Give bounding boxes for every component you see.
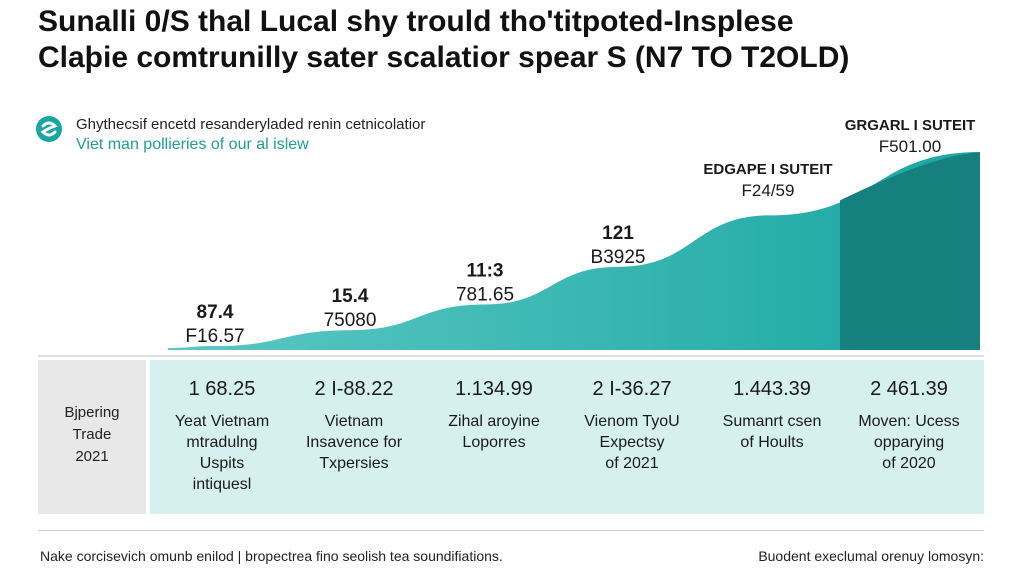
- table-column: 2 I-36.27 Vienom TyoU Expectsy of 2021: [563, 378, 701, 474]
- area-highlight-band: [840, 152, 980, 350]
- chart-title: Sunalli 0/S thal Lucal shy trould tho'ti…: [38, 4, 998, 76]
- point-label: GRGARL I SUTEIT: [845, 117, 976, 134]
- point-label: 87.4: [197, 302, 234, 323]
- area-chart: 87.4 F16.57 15.4 75080 11:3 781.65 121 B3925 EDG…: [38, 117, 984, 357]
- title-line-2: Claþie comtrunilly sater scalatior spear…: [38, 41, 850, 74]
- column-line: Vietnam: [324, 413, 384, 430]
- column-line: Uspits: [199, 455, 245, 472]
- column-line: Expectsy: [599, 434, 665, 451]
- column-line: of 2020: [882, 455, 936, 472]
- column-line: intiquesl: [192, 476, 252, 493]
- table-row-label: Bjpering Trade 2021: [38, 402, 146, 468]
- table-column: 1.443.39 Sumanrt csen of Hoults: [703, 378, 841, 453]
- point-sublabel: 781.65: [456, 284, 514, 305]
- column-line: of Hoults: [740, 434, 804, 451]
- table-column: 1 68.25 Yeat Vietnam mtradulng Uspits in…: [153, 378, 291, 495]
- column-line: Yeat Vietnam: [174, 413, 270, 430]
- point-label: 15.4: [332, 286, 369, 307]
- table-column: 2 461.39 Moven: Ucess opparying of 2020: [840, 378, 978, 474]
- table-column: 2 I-88.22 Vietnam Insavence for Txpersie…: [285, 378, 423, 474]
- row-label-line: Trade: [72, 426, 112, 443]
- column-value: 2 461.39: [870, 378, 948, 400]
- column-line: Zihal aroyine: [448, 413, 540, 430]
- column-line: mtradulng: [186, 434, 258, 451]
- point-sublabel: B3925: [591, 247, 646, 268]
- column-line: Sumanrt csen: [722, 413, 822, 430]
- column-value: 1.134.99: [455, 378, 533, 400]
- column-line: Txpersies: [319, 455, 389, 472]
- point-sublabel: 75080: [324, 310, 377, 331]
- column-line: Loporres: [462, 434, 526, 451]
- table-column: 1.134.99 Zihal aroyine Loporres: [425, 378, 563, 453]
- row-label-line: 2021: [75, 448, 109, 465]
- column-line: Moven: Ucess: [858, 413, 960, 430]
- point-sublabel: F24/59: [742, 181, 795, 200]
- table-data-band: [150, 360, 984, 514]
- point-sublabel: F501.00: [879, 137, 941, 156]
- column-value: 2 I-88.22: [314, 378, 394, 400]
- point-label: 11:3: [467, 260, 504, 281]
- column-value: 1.443.39: [733, 378, 811, 400]
- row-label-line: Bjpering: [64, 404, 120, 421]
- column-line: Insavence for: [305, 434, 403, 451]
- chart-subtitle-teal: Viet man pollieries of our al islew: [76, 136, 309, 153]
- title-line-1: Sunalli 0/S thal Lucal shy trould tho'ti…: [38, 5, 794, 38]
- column-line: Vienom TyoU: [584, 413, 680, 430]
- column-value: 1 68.25: [188, 378, 256, 400]
- column-line: opparying: [873, 434, 945, 451]
- column-value: 2 I-36.27: [592, 378, 672, 400]
- brand-logo-icon: [36, 116, 62, 142]
- area-fill: [168, 152, 980, 350]
- point-label: 121: [602, 223, 634, 244]
- chart-subtitle: Ghythecsif encetd resanderyladed renin c…: [76, 116, 426, 133]
- point-sublabel: F16.57: [185, 326, 244, 347]
- point-label: EDGAPE I SUTEIT: [703, 161, 832, 178]
- table-row-label-cell: [38, 360, 146, 514]
- footer-divider: [38, 530, 984, 531]
- footer-source: Buodent execlumal orenuy lomosyn:: [758, 548, 984, 564]
- footer-note: Nake corcisevich omunb enilod | bropectr…: [40, 548, 503, 564]
- column-line: of 2021: [605, 455, 659, 472]
- point-labels: 87.4 F16.57 15.4 75080 11:3 781.65 121 B3925 EDG…: [185, 117, 975, 347]
